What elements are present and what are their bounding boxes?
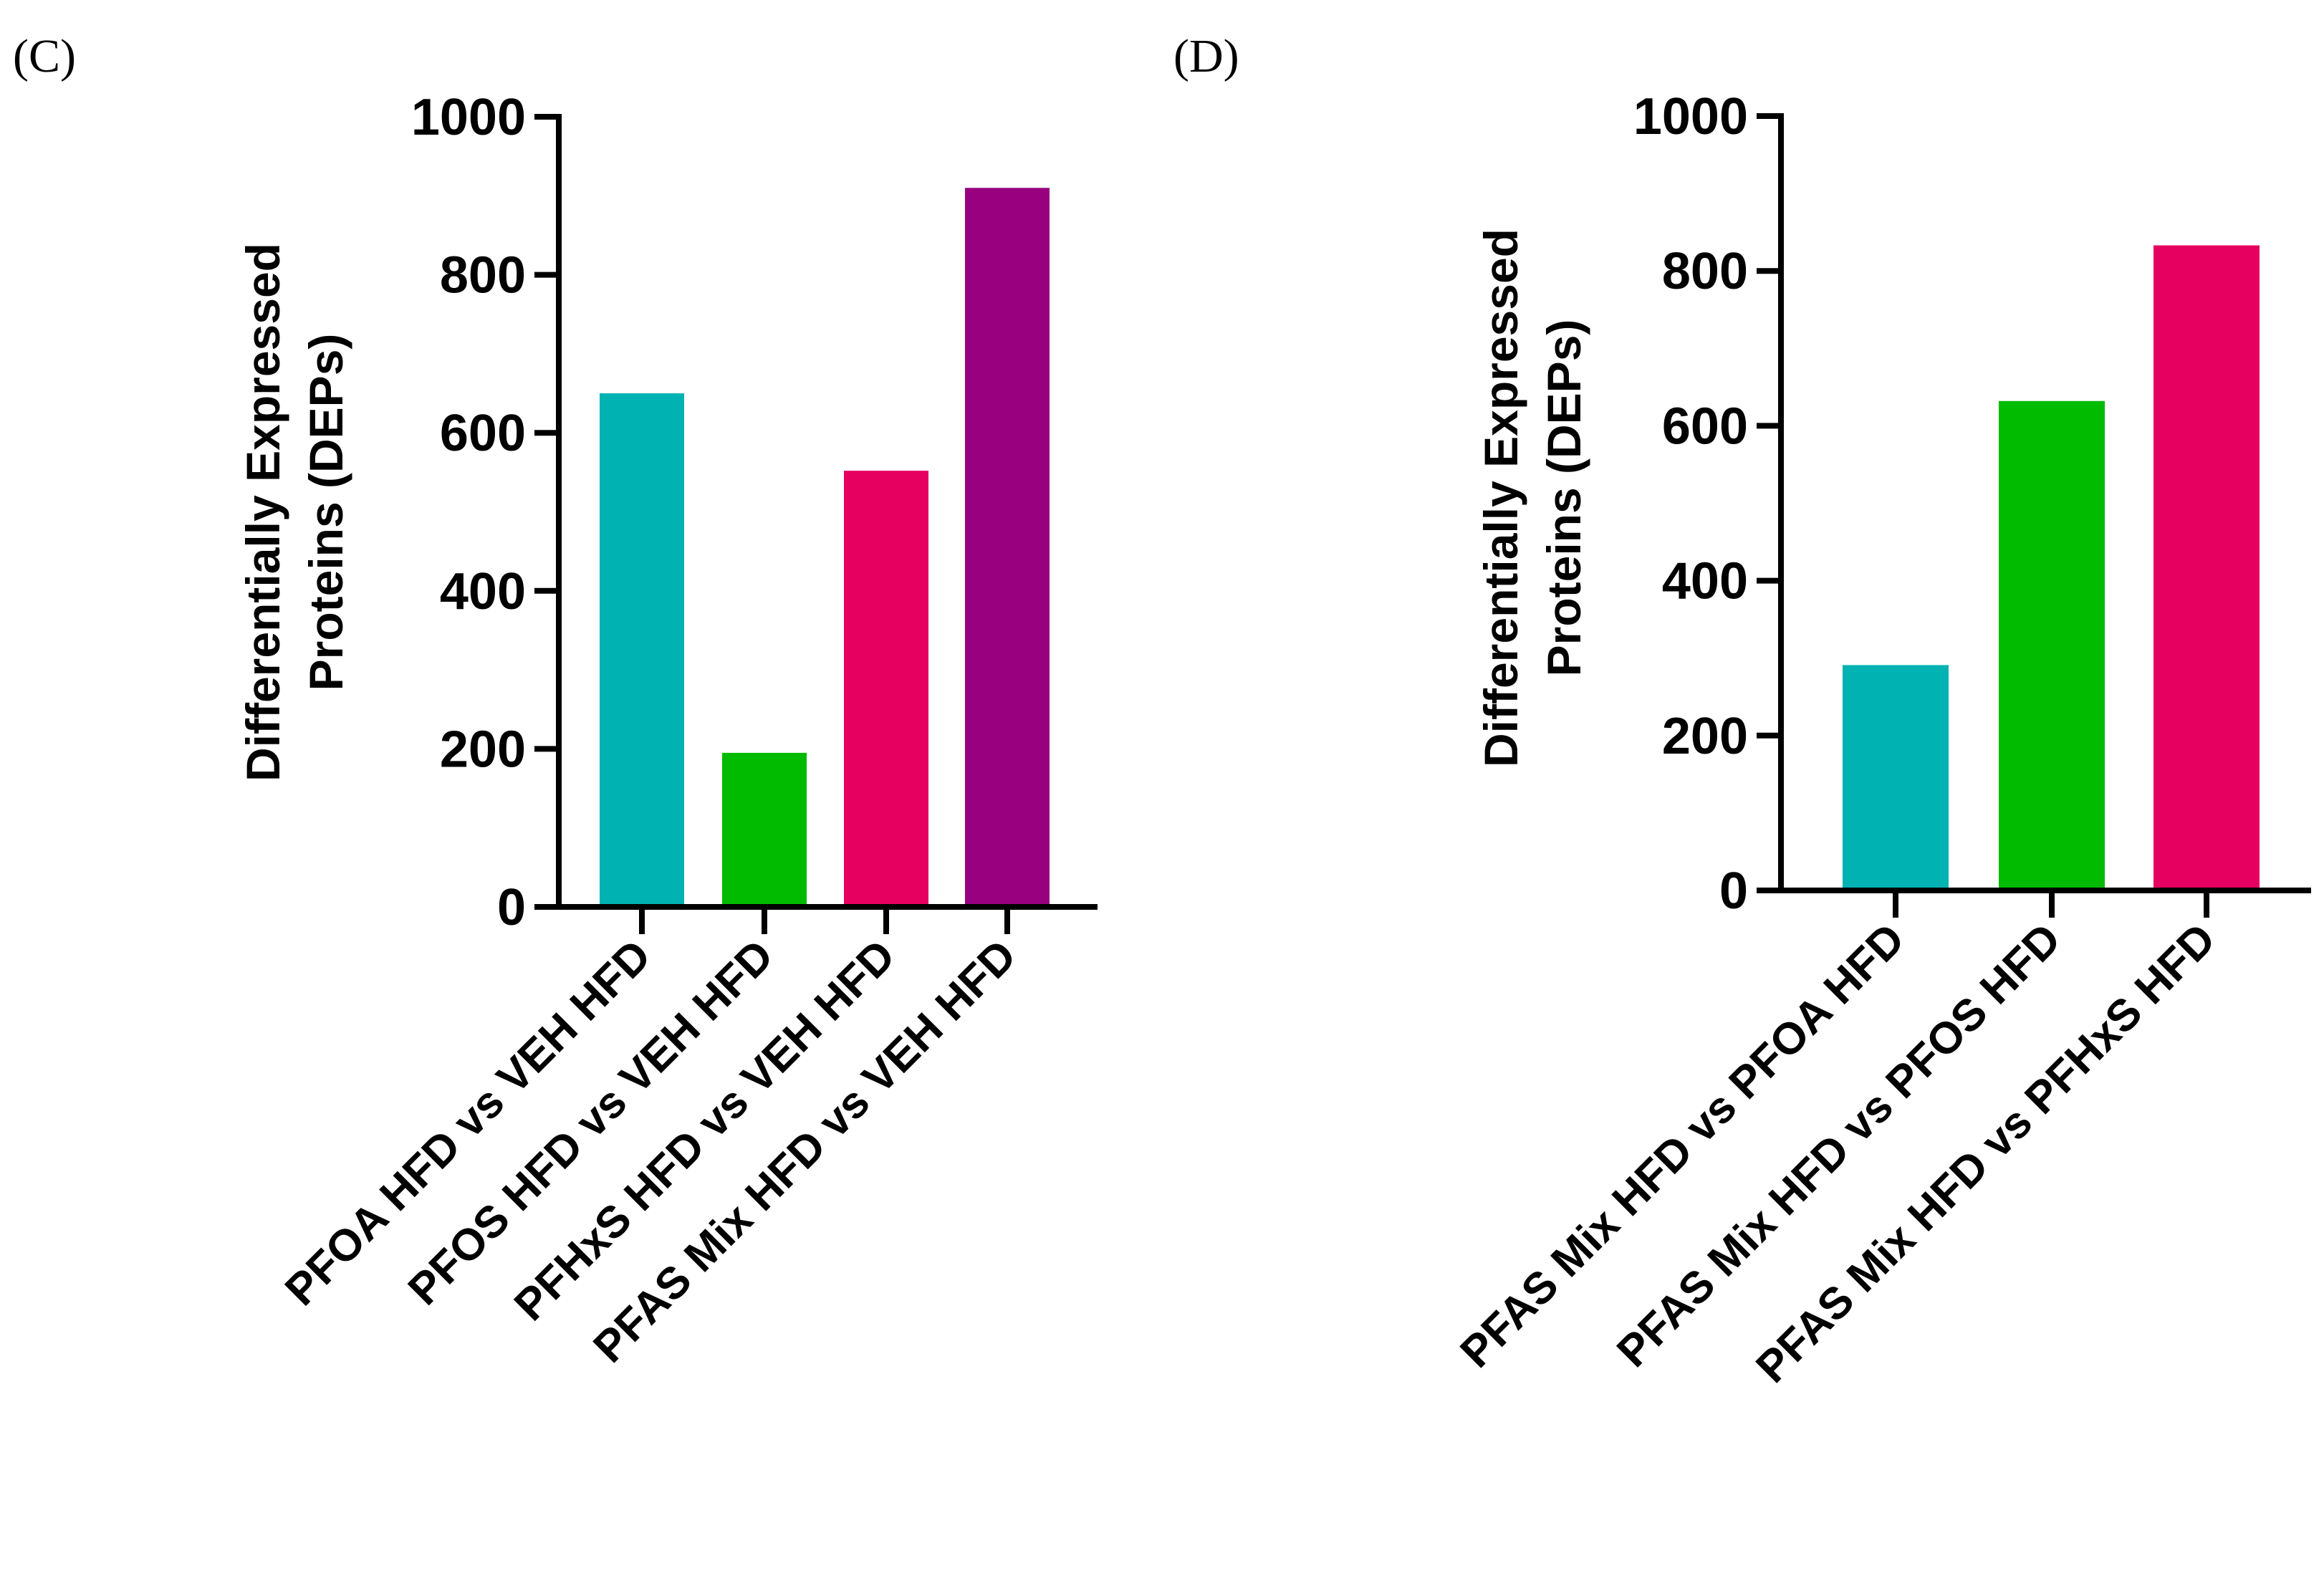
y-axis-title-line2-d: Proteins (DEPs) bbox=[1537, 319, 1590, 677]
y-tick-label-d-0: 0 bbox=[1719, 863, 1748, 920]
chart-panel-d: (D) Differentially Expressed Proteins (D… bbox=[1173, 30, 2311, 1393]
y-tick-label-d-1000: 1000 bbox=[1633, 88, 1748, 145]
y-axis-title-d: Differentially Expressed Proteins (DEPs) bbox=[1474, 229, 1590, 767]
y-axis-title-c: Differentially Expressed Proteins (DEPs) bbox=[236, 243, 352, 782]
bar-c-4 bbox=[965, 188, 1050, 907]
y-tick-label-c-600: 600 bbox=[440, 405, 526, 462]
y-tick-label-d-400: 400 bbox=[1662, 553, 1748, 610]
y-tick-label-d-800: 800 bbox=[1662, 243, 1748, 300]
chart-panel-c: (C) Differentially Expressed Proteins (D… bbox=[13, 30, 1098, 1372]
bar-c-3 bbox=[844, 471, 928, 907]
y-tick-label-c-1000: 1000 bbox=[411, 89, 526, 146]
y-tick-label-c-800: 800 bbox=[440, 247, 526, 304]
y-axis-title-line2-c: Proteins (DEPs) bbox=[299, 334, 352, 691]
y-tick-label-c-200: 200 bbox=[440, 721, 526, 778]
bar-c-1 bbox=[600, 393, 684, 907]
panel-label-c: (C) bbox=[13, 30, 76, 82]
bar-d-1 bbox=[1843, 665, 1949, 890]
y-tick-label-d-200: 200 bbox=[1662, 708, 1748, 765]
bar-d-3 bbox=[2153, 245, 2260, 891]
y-tick-label-c-0: 0 bbox=[497, 879, 526, 936]
bar-d-2 bbox=[1999, 400, 2105, 890]
y-tick-label-c-400: 400 bbox=[440, 563, 526, 620]
y-axis-title-line1-c: Differentially Expressed bbox=[236, 243, 289, 782]
y-axis-title-line1-d: Differentially Expressed bbox=[1474, 229, 1527, 767]
bar-c-2 bbox=[722, 752, 807, 907]
y-tick-label-d-600: 600 bbox=[1662, 398, 1748, 455]
panel-label-d: (D) bbox=[1173, 30, 1239, 82]
